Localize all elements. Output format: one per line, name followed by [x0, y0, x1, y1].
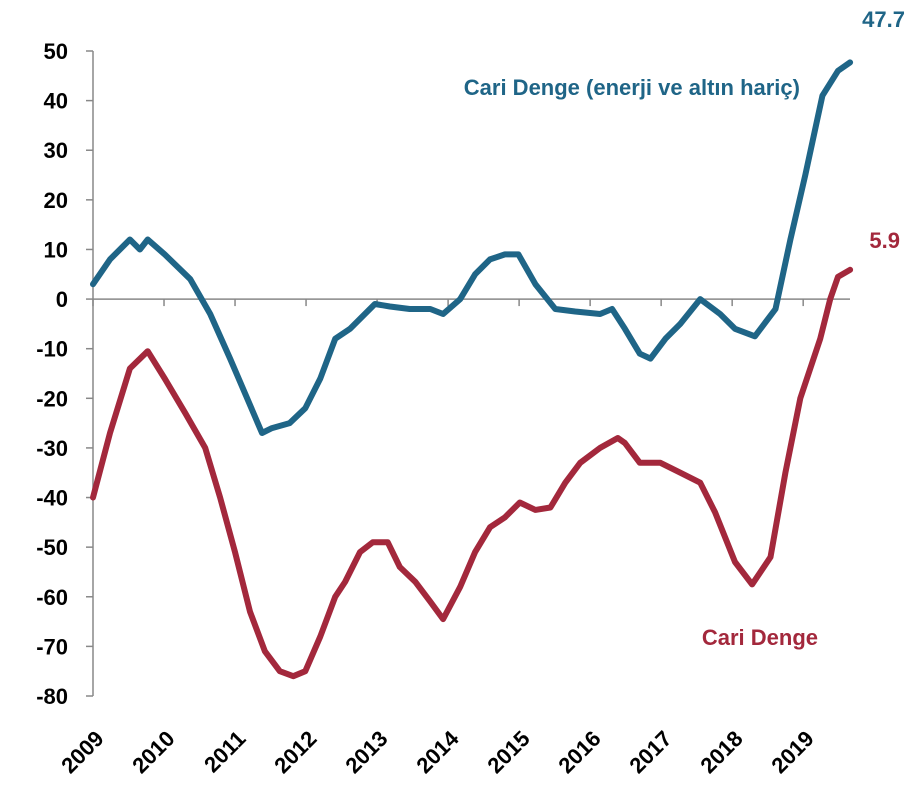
value-label: 47.7 [862, 7, 905, 32]
y-tick-label: -20 [36, 386, 68, 411]
y-tick-label: 10 [44, 237, 68, 262]
line [90, 59, 854, 436]
y-tick-label: 50 [44, 39, 68, 64]
x-tick-label: 2010 [127, 726, 179, 778]
x-tick-label: 2018 [695, 726, 747, 778]
line [90, 266, 854, 680]
series-label: Cari Denge [702, 625, 818, 650]
y-tick-label: -60 [36, 585, 68, 610]
y-tick-label: -30 [36, 436, 68, 461]
y-tick-label: 20 [44, 188, 68, 213]
y-tick-label: -40 [36, 486, 68, 511]
x-tick-label: 2017 [624, 726, 676, 778]
y-tick-label: 30 [44, 138, 68, 163]
x-tick-label: 2009 [56, 726, 108, 778]
x-tick-label: 2015 [482, 726, 534, 778]
y-tick-label: -10 [36, 337, 68, 362]
x-tick-label: 2016 [553, 726, 605, 778]
series-label: Cari Denge (enerji ve altın hariç) [464, 75, 800, 100]
y-tick-label: -70 [36, 634, 68, 659]
x-tick-label: 2013 [340, 726, 392, 778]
y-tick-label: 40 [44, 89, 68, 114]
x-tick-label: 2014 [411, 725, 464, 778]
y-tick-label: 0 [56, 287, 68, 312]
x-tick-label: 2019 [766, 726, 818, 778]
x-tick-label: 2012 [269, 726, 321, 778]
value-label: 5.9 [869, 228, 900, 253]
x-tick-label: 2011 [199, 726, 250, 777]
y-tick-label: -80 [36, 684, 68, 709]
y-tick-label: -50 [36, 535, 68, 560]
